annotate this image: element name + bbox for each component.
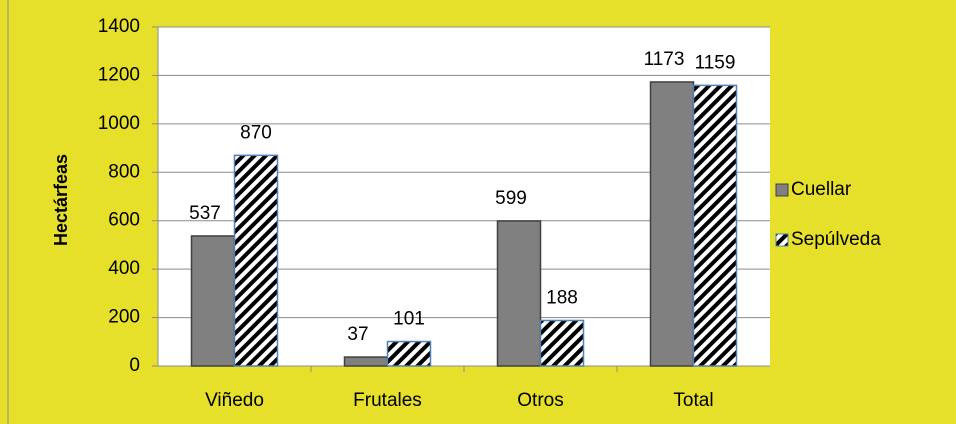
data-label: 1173 [644, 49, 685, 70]
data-label: 101 [393, 309, 425, 330]
y-tick-label: 400 [108, 258, 140, 279]
bar [190, 235, 236, 367]
bar [496, 220, 542, 367]
y-tick-label: 200 [108, 307, 140, 328]
bar [233, 154, 279, 367]
data-label: 537 [189, 203, 221, 224]
x-tick-label: Frutales [353, 390, 422, 411]
x-tick-label: Viñedo [205, 390, 264, 411]
y-axis-label: Hectárfeas [51, 154, 71, 246]
x-tick-label: Otros [517, 390, 563, 411]
y-tick-label: 800 [108, 161, 140, 182]
bar [386, 340, 432, 367]
bar [692, 84, 738, 367]
bar [343, 356, 389, 367]
y-tick-label: 1400 [98, 16, 140, 37]
x-tick-label: Total [673, 390, 713, 411]
data-label: 599 [495, 188, 527, 209]
bar [539, 319, 585, 367]
y-tick-label: 1000 [98, 113, 140, 134]
legend-swatch [775, 233, 789, 247]
legend-label: Sepúlveda [791, 229, 881, 250]
data-label: 1159 [695, 52, 736, 73]
y-tick-label: 600 [108, 210, 140, 231]
bar [649, 81, 695, 367]
legend-label: Cuellar [791, 179, 852, 200]
data-label: 870 [240, 122, 272, 143]
data-label: 188 [546, 287, 578, 308]
legend-swatch [775, 183, 789, 197]
y-tick-label: 0 [129, 355, 140, 376]
data-label: 37 [347, 324, 368, 345]
y-tick-label: 1200 [98, 64, 140, 85]
